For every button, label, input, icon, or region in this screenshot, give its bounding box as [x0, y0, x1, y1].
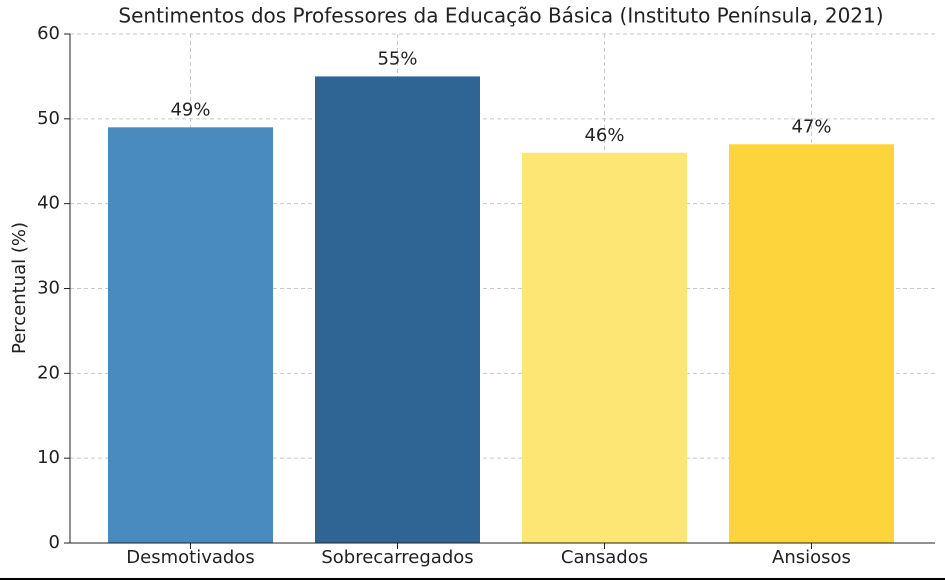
chart-title: Sentimentos dos Professores da Educação … — [118, 4, 883, 28]
y-tick-label: 30 — [37, 278, 60, 299]
x-tick-label: Sobrecarregados — [321, 547, 473, 568]
y-tick-label: 50 — [37, 108, 60, 129]
value-label: 47% — [791, 116, 831, 137]
value-label: 55% — [377, 48, 417, 69]
x-tick-label: Ansiosos — [772, 547, 851, 568]
y-tick-label: 0 — [49, 532, 60, 553]
bar — [522, 152, 687, 543]
y-tick-label: 60 — [37, 23, 60, 44]
x-tick-label: Cansados — [561, 547, 648, 568]
bar — [729, 144, 894, 544]
y-axis-label: Percentual (%) — [9, 222, 30, 354]
value-label: 46% — [584, 125, 624, 146]
y-tick-label: 40 — [37, 193, 60, 214]
x-tick-label: Desmotivados — [126, 547, 254, 568]
value-label: 49% — [170, 99, 210, 120]
y-tick-label: 20 — [37, 362, 60, 383]
y-tick-label: 10 — [37, 447, 60, 468]
bar — [315, 76, 480, 544]
bar — [108, 127, 273, 544]
